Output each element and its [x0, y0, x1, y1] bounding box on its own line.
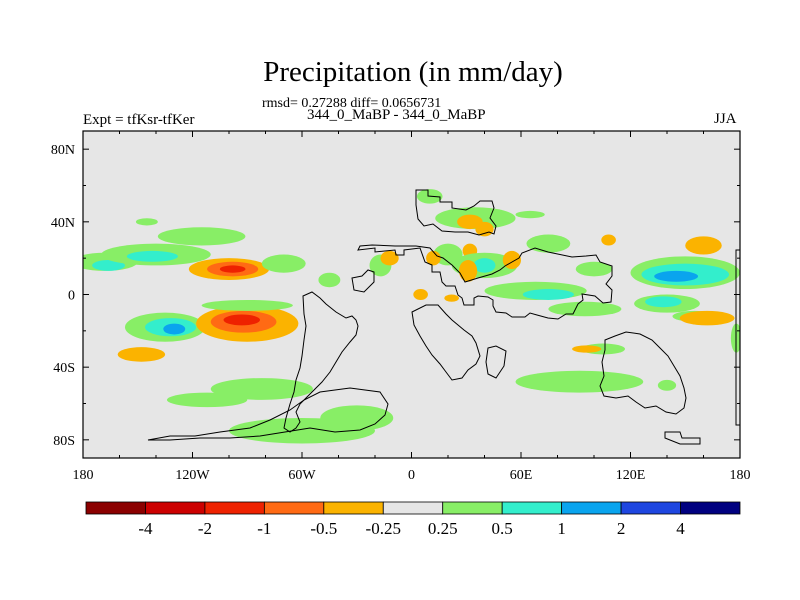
colorbar-label: -1	[257, 519, 271, 538]
experiment-label: Expt = tfKsr-tfKer	[83, 112, 195, 128]
coastline-segment	[283, 291, 359, 433]
precip-region	[475, 221, 494, 237]
precip-region	[223, 314, 261, 326]
axis-ticks: 180 120W 60W 0 60E 120E 180 80N 40N 0 40S 80S	[51, 131, 751, 483]
colorbar-swatch	[382, 501, 444, 515]
precip-region	[201, 299, 293, 311]
precip-region	[657, 379, 677, 391]
precip-region	[92, 259, 125, 271]
chart-subtitle: 344_0_MaBP - 344_0_MaBP	[307, 107, 486, 123]
precip-region	[679, 310, 735, 326]
season-label: JJA	[714, 111, 737, 127]
precip-region	[645, 296, 682, 308]
precip-region	[413, 289, 428, 300]
precip-region	[135, 218, 158, 226]
chart-title: Precipitation (in mm/day)	[263, 56, 563, 88]
colorbar-swatch	[85, 501, 146, 515]
precip-region	[473, 258, 496, 273]
precip-region	[457, 214, 483, 230]
precip-region	[515, 210, 545, 219]
precip-region	[515, 370, 644, 393]
y-tick-label: 80S	[53, 434, 75, 449]
precip-region	[575, 261, 613, 277]
y-tick-label: 0	[68, 289, 75, 304]
colorbar-swatch	[204, 501, 265, 515]
precip-region	[458, 259, 478, 282]
coastline-segment	[415, 189, 497, 236]
colorbar-label: 1	[557, 519, 566, 538]
colorbar-swatch	[620, 501, 681, 515]
map-background	[83, 131, 740, 458]
colorbar-label: -4	[138, 519, 153, 538]
x-tick-label: 60W	[288, 468, 316, 483]
x-tick-label: 0	[408, 468, 415, 483]
colorbar-swatch	[501, 501, 563, 515]
colorbar-swatch	[323, 501, 384, 515]
x-tick-label: 180	[73, 468, 94, 483]
precip-region	[522, 289, 574, 300]
colorbar-label: 0.25	[428, 519, 458, 538]
colorbar-swatch	[442, 501, 503, 515]
coastline-segment	[411, 304, 481, 381]
x-tick-label: 180	[730, 468, 751, 483]
coastline-segment	[357, 244, 613, 320]
precip-region	[685, 236, 722, 255]
colorbar-label: -0.25	[366, 519, 401, 538]
coastline-segment	[485, 345, 507, 379]
coastline-segment	[664, 431, 701, 445]
colorbar-swatch	[263, 501, 325, 515]
colorbar-label: -0.5	[310, 519, 337, 538]
precip-region	[126, 250, 178, 262]
colorbar-swatch	[561, 501, 622, 515]
colorbar-swatch	[145, 501, 206, 515]
precip-region	[654, 270, 699, 282]
precip-region	[261, 254, 306, 273]
colorbar-swatch	[680, 501, 741, 515]
y-tick-label: 40S	[53, 361, 75, 376]
precip-region	[572, 345, 602, 353]
colorbar-label: 4	[676, 519, 685, 538]
precip-region	[526, 234, 571, 253]
precip-region	[548, 301, 622, 317]
precip-region	[163, 323, 186, 335]
y-tick-label: 80N	[51, 143, 75, 158]
colorbar-label: -2	[198, 519, 212, 538]
precip-anomaly-regions	[83, 189, 740, 444]
precip-region	[210, 378, 313, 400]
precip-region	[426, 250, 441, 266]
stats-text: rmsd= 0.27288 diff= 0.0656731	[262, 96, 442, 111]
precip-region	[444, 294, 459, 302]
precip-region	[502, 250, 521, 270]
coastline-segment	[599, 331, 687, 415]
x-tick-label: 120E	[616, 468, 646, 483]
precip-region	[318, 272, 341, 288]
precip-region	[219, 265, 246, 273]
x-tick-label: 120W	[175, 468, 210, 483]
precip-region	[117, 347, 166, 362]
colorbar: -4 -2 -1 -0.5 -0.25 0.25 0.5 1 2 4	[85, 501, 741, 538]
colorbar-label: 2	[617, 519, 626, 538]
y-tick-label: 40N	[51, 216, 75, 231]
colorbar-label: 0.5	[492, 519, 513, 538]
precip-region	[166, 392, 248, 408]
precip-region	[380, 250, 399, 266]
coastline-segment	[351, 269, 375, 293]
precip-region	[601, 234, 616, 246]
x-tick-label: 60E	[510, 468, 533, 483]
precip-region	[157, 227, 246, 246]
coastline-segment	[147, 387, 389, 441]
